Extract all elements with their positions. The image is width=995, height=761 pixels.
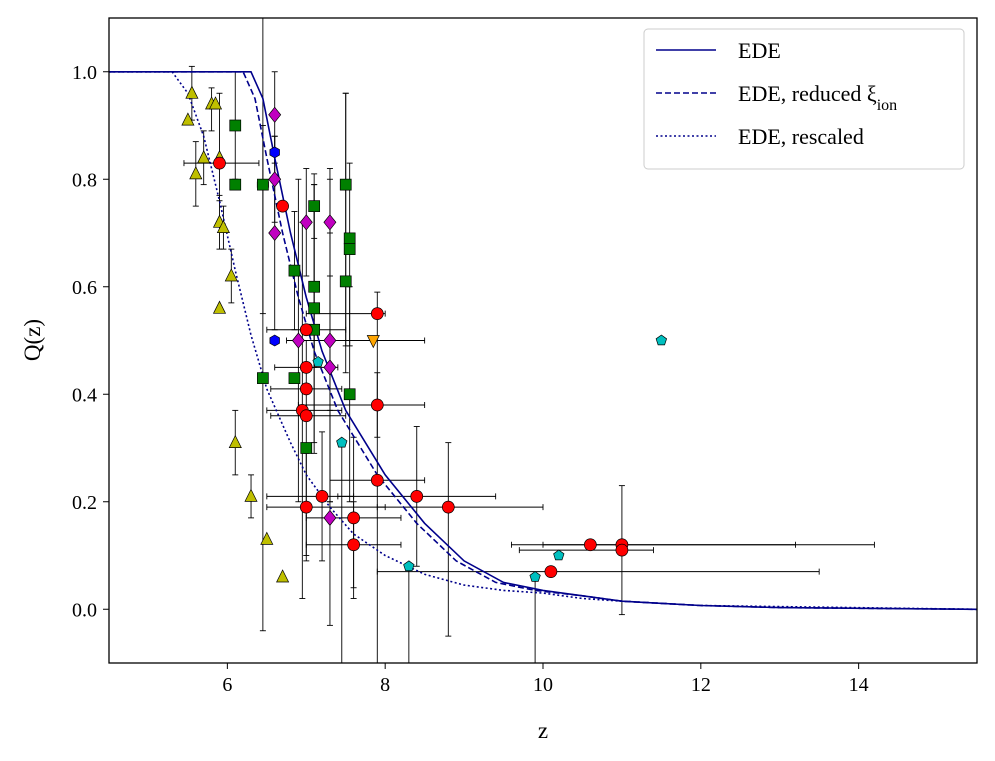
series-line: [109, 71, 977, 611]
data-point: [268, 106, 282, 123]
data-point: [343, 243, 356, 255]
data-point: [228, 434, 242, 448]
data-point: [208, 96, 223, 110]
x-tick-label: 8: [380, 674, 390, 696]
data-point: [269, 334, 280, 347]
data-point: [244, 488, 258, 502]
error-bar: [376, 442, 544, 637]
data-point: [212, 300, 227, 314]
data-point: [323, 214, 337, 231]
data-point: [529, 571, 541, 582]
data-point: [315, 490, 329, 503]
data-point: [268, 171, 282, 188]
plot-clip-group: [109, 18, 977, 663]
data-point: [370, 473, 384, 487]
data-point: [197, 150, 211, 164]
x-tick-label: 6: [222, 674, 232, 696]
legend-label: EDE: [738, 38, 781, 63]
error-bar: [216, 92, 223, 202]
y-tick-label: 0.2: [72, 492, 97, 514]
data-point: [312, 356, 324, 367]
data-point: [299, 409, 313, 423]
plot-area: [109, 18, 977, 663]
y-tick-label: 0.4: [72, 384, 97, 406]
x-tick-label: 10: [533, 674, 553, 696]
data-point: [229, 178, 242, 191]
y-tick-label: 0.8: [72, 169, 97, 191]
data-point: [216, 219, 230, 233]
data-point: [339, 178, 352, 191]
data-point: [224, 268, 238, 282]
data-point: [268, 224, 282, 242]
data-point: [308, 302, 321, 315]
data-point: [229, 119, 242, 132]
data-point: [299, 323, 313, 337]
data-point: [308, 200, 321, 212]
data-point: [347, 538, 360, 552]
data-point: [441, 500, 455, 514]
data-point: [299, 214, 313, 231]
data-point: [276, 569, 290, 583]
data-point: [544, 565, 558, 578]
data-point: [185, 85, 199, 99]
error-bar: [376, 568, 820, 575]
data-point: [403, 560, 415, 572]
data-point: [583, 538, 597, 552]
y-tick-label: 0.6: [72, 277, 97, 299]
data-point: [323, 509, 337, 526]
data-point: [343, 232, 356, 245]
data-point: [291, 332, 305, 349]
data-point: [615, 543, 629, 557]
error-bar: [518, 547, 654, 554]
y-tick-label: 0.0: [72, 599, 97, 621]
y-axis-label: Q(z): [20, 319, 45, 361]
data-point: [553, 549, 565, 561]
error-bar: [286, 337, 426, 344]
data-point: [323, 332, 337, 349]
data-point: [300, 442, 313, 454]
data-point: [347, 511, 360, 525]
data-point: [323, 359, 337, 376]
data-point: [343, 388, 356, 401]
data-point: [269, 146, 280, 159]
x-tick-label: 12: [691, 674, 711, 696]
data-point: [410, 490, 424, 503]
data-point: [260, 531, 274, 545]
data-point: [299, 382, 313, 396]
axes: 6 8 10 12 14 0.0 0.2 0.4 0.6 0.8 1.0: [72, 62, 869, 696]
data-point: [336, 436, 348, 448]
x-axis-label: z: [538, 718, 548, 743]
data-point: [366, 335, 380, 349]
data-point: [370, 307, 384, 320]
y-tick-label: 1.0: [72, 62, 97, 84]
error-bar: [208, 87, 215, 132]
data-point: [189, 166, 203, 180]
data-point: [288, 264, 301, 277]
data-point: [288, 372, 301, 384]
data-point: [299, 361, 313, 374]
data-point: [655, 334, 668, 346]
data-point: [257, 178, 269, 191]
data-point: [339, 275, 352, 288]
legend-label: EDE, rescaled: [738, 124, 864, 149]
data-point: [276, 199, 289, 213]
data-point: [299, 500, 313, 514]
data-point: [257, 372, 269, 384]
data-point: [370, 398, 384, 412]
legend-label-subscript: ion: [877, 97, 897, 114]
data-point: [181, 112, 195, 126]
data-point: [213, 156, 226, 170]
error-bar: [311, 184, 318, 454]
legend-box: [643, 28, 965, 170]
x-tick-label: 14: [849, 674, 869, 696]
data-point: [308, 280, 321, 293]
